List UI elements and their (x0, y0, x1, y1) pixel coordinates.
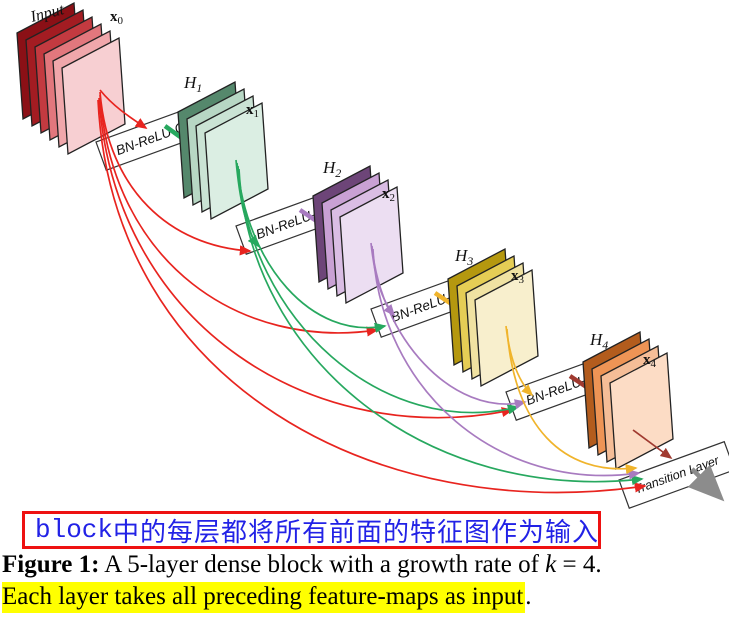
connection-x0-h4 (98, 97, 514, 419)
label-h2-sub: 2 (335, 166, 341, 180)
skip-connections (97, 89, 673, 494)
label-h2: H2 (322, 158, 341, 180)
connection-x4-transition (632, 429, 673, 460)
caption-k-variable: k (545, 551, 557, 578)
label-h4-sub: 4 (602, 338, 608, 352)
label-h1: H1 (183, 73, 202, 95)
feature-map-stack-x3 (447, 247, 539, 388)
caption-text-after-k: = 4. (556, 551, 602, 578)
label-x0: x0 (110, 9, 124, 27)
connection-x0-transition (97, 99, 647, 494)
feature-map-layer (61, 36, 126, 156)
figure-caption: Figure 1: A 5-layer dense block with a g… (2, 551, 727, 579)
connection-x2-transition (372, 248, 641, 480)
label-x2-base: x (382, 186, 390, 202)
label-x1-base: x (246, 102, 254, 118)
caption-label: Figure 1: (2, 551, 100, 578)
annotation-box: block 中的每层都将所有前面的特征图作为输入 (22, 511, 601, 549)
label-x0-base: x (110, 9, 118, 25)
connection-x0-h1 (99, 89, 148, 129)
label-h3-base: H (454, 246, 469, 265)
label-h3-sub: 3 (466, 254, 473, 268)
connection-x0-h2 (99, 91, 252, 256)
dense-block-diagram: BN-ReLU-Conv BN-ReLU-Conv BN-ReLU-Conv (16, 1, 729, 509)
label-x3: x3 (511, 268, 525, 286)
label-h4: H4 (589, 330, 608, 352)
feature-map-stack-x0 (16, 1, 126, 156)
feature-map-stack-x2 (312, 164, 404, 305)
label-h3: H3 (454, 246, 473, 268)
feature-map-stack-x1 (177, 80, 269, 221)
label-x2: x2 (382, 186, 395, 204)
feature-map-layer (609, 351, 674, 471)
label-x4: x4 (643, 352, 657, 370)
annotation-cn-text: 中的每层都将所有前面的特征图作为输入 (113, 517, 600, 547)
connection-x3-transition (506, 328, 638, 475)
label-h1-sub: 1 (196, 81, 202, 95)
label-x3-sub: 3 (519, 274, 525, 286)
label-x0-sub: 0 (118, 15, 124, 27)
connection-x2-h4 (371, 245, 527, 410)
label-x2-sub: 2 (390, 192, 396, 204)
connection-x1-h4 (237, 165, 520, 415)
label-x1-sub: 1 (254, 108, 260, 120)
label-x4-base: x (643, 352, 651, 368)
feature-map-stack-x4 (582, 330, 674, 471)
caption-text-before-k: A 5-layer dense block with a growth rate… (99, 551, 546, 578)
connection-x1-transition (238, 168, 644, 486)
label-x1: x1 (246, 102, 259, 120)
connection-x0-h3 (99, 94, 379, 337)
label-h1-base: H (183, 73, 198, 92)
transition-output-arrow (687, 464, 725, 502)
highlight-tail-period: . (525, 583, 532, 610)
caption-second-line: Each layer takes all preceding feature-m… (2, 582, 727, 613)
label-x3-base: x (511, 268, 519, 284)
highlighted-text: Each layer takes all preceding feature-m… (2, 582, 526, 613)
label-h4-base: H (589, 330, 604, 349)
label-x4-sub: 4 (651, 358, 657, 370)
label-h2-base: H (322, 158, 337, 177)
annotation-code-text: block (35, 515, 114, 545)
